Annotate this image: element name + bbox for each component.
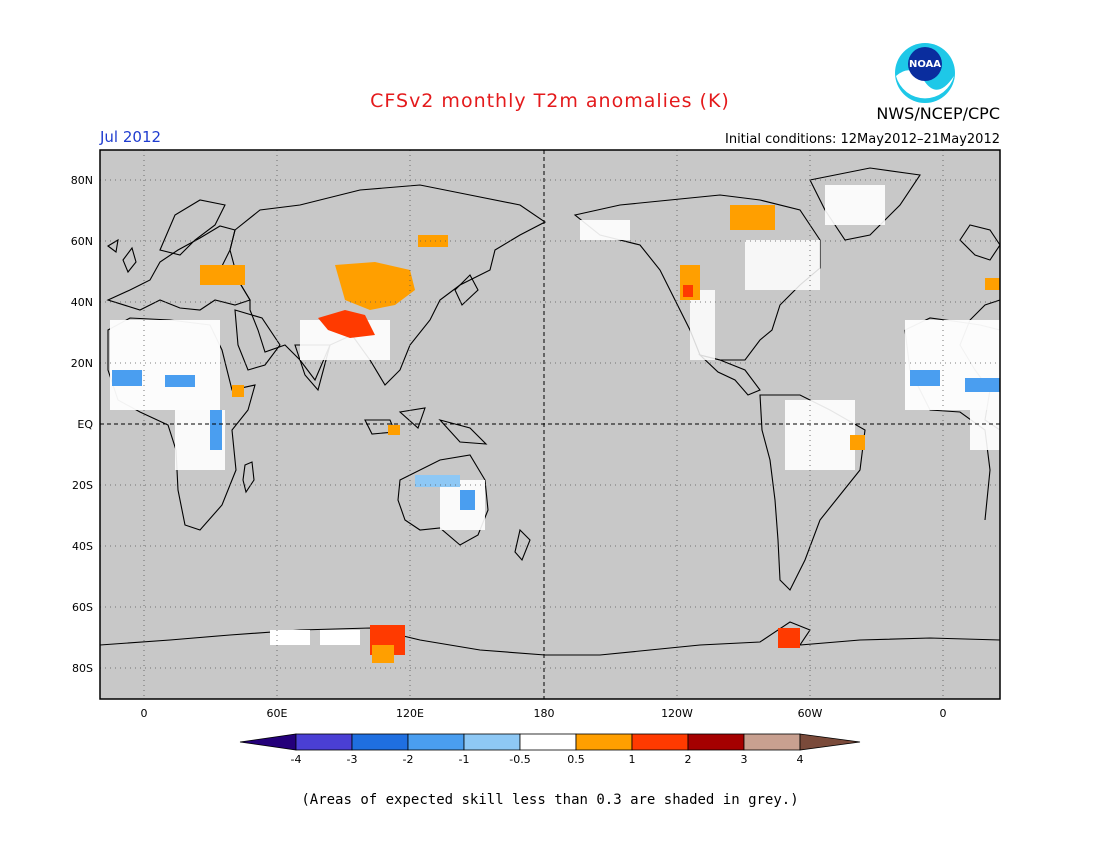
lat-label: EQ: [77, 418, 93, 431]
lon-label: 60W: [798, 707, 823, 720]
lat-label: 60N: [71, 235, 93, 248]
lon-label: 180: [534, 707, 555, 720]
colorbar-label: -4: [291, 753, 302, 766]
lat-label: 60S: [72, 601, 93, 614]
lat-label: 80N: [71, 174, 93, 187]
logo-text: NOAA: [909, 59, 941, 70]
lon-label: 120W: [661, 707, 693, 720]
lat-label: 40S: [72, 540, 93, 553]
lon-label: 120E: [396, 707, 424, 720]
anomaly-shading: [110, 185, 1000, 663]
colorbar-label: -1: [459, 753, 470, 766]
chart-title: CFSv2 monthly T2m anomalies (K): [370, 90, 730, 112]
lat-label: 20S: [72, 479, 93, 492]
lat-label: 20N: [71, 357, 93, 370]
colorbar-cell: [239, 733, 297, 751]
colorbar-cell: [575, 733, 633, 751]
colorbar-cell: [743, 733, 801, 751]
lon-axis: 0 60E 120E 180 120W 60W 0: [141, 707, 947, 720]
skill-note: (Areas of expected skill less than 0.3 a…: [301, 792, 799, 808]
colorbar: [239, 733, 861, 751]
colorbar-cell: [295, 733, 353, 751]
colorbar-label: 4: [797, 753, 804, 766]
lat-axis: 80N 60N 40N 20N EQ 20S 40S 60S 80S: [71, 174, 94, 675]
colorbar-labels: -4 -3 -2 -1 -0.5 0.5 1 2 3 4: [291, 753, 804, 766]
lon-label: 0: [940, 707, 947, 720]
colorbar-label: -2: [403, 753, 414, 766]
colorbar-label: 3: [741, 753, 748, 766]
colorbar-cell: [799, 733, 861, 751]
colorbar-cell: [351, 733, 409, 751]
lat-label: 80S: [72, 662, 93, 675]
agency-label: NWS/NCEP/CPC: [876, 104, 1000, 123]
colorbar-label: 2: [685, 753, 692, 766]
colorbar-label: -0.5: [509, 753, 530, 766]
noaa-logo: NOAA: [895, 43, 955, 103]
colorbar-cell: [519, 733, 577, 751]
lon-label: 60E: [267, 707, 288, 720]
lat-label: 40N: [71, 296, 93, 309]
colorbar-label: 0.5: [567, 753, 585, 766]
colorbar-cell: [631, 733, 689, 751]
colorbar-cell: [687, 733, 745, 751]
lon-label: 0: [141, 707, 148, 720]
colorbar-label: 1: [629, 753, 636, 766]
map-frame: [99, 149, 1001, 700]
colorbar-label: -3: [347, 753, 358, 766]
colorbar-cell: [407, 733, 465, 751]
initial-conditions: Initial conditions: 12May2012–21May2012: [725, 132, 1000, 147]
forecast-month: Jul 2012: [100, 128, 162, 146]
graticule: [100, 150, 1000, 699]
colorbar-cell: [463, 733, 521, 751]
